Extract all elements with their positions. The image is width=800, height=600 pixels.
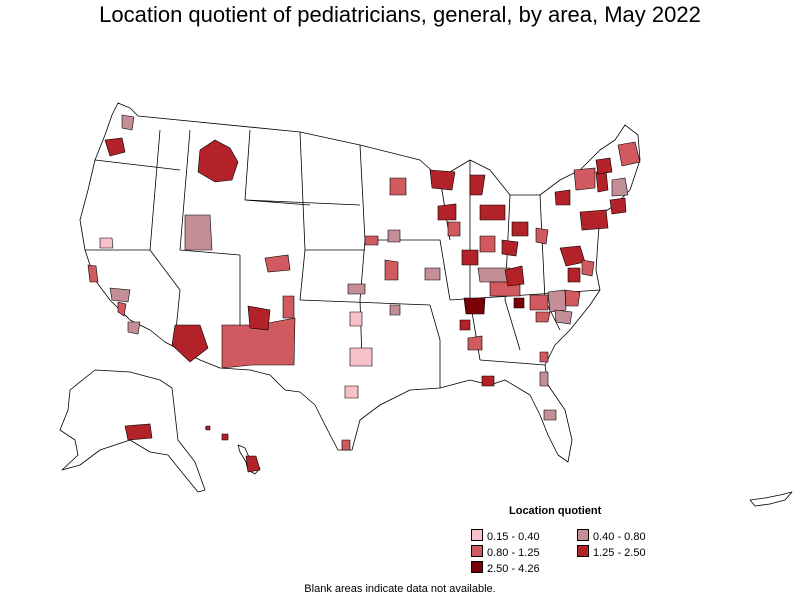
legend-item: 0.40 - 0.80 bbox=[577, 529, 646, 543]
footnote: Blank areas indicate data not available. bbox=[304, 583, 496, 595]
map-title: Location quotient of pediatricians, gene… bbox=[99, 2, 701, 27]
alaska-outline bbox=[59, 369, 206, 493]
legend-label: 1.25 - 2.50 bbox=[593, 547, 646, 559]
legend-item: 2.50 - 4.26 bbox=[471, 561, 540, 575]
legend-label: 2.50 - 4.26 bbox=[487, 563, 540, 575]
legend-item: 0.80 - 1.25 bbox=[471, 545, 540, 559]
legend-title: Location quotient bbox=[509, 505, 602, 517]
legend-swatch bbox=[471, 545, 483, 557]
legend-label: 0.80 - 1.25 bbox=[487, 547, 540, 559]
conus-outline bbox=[79, 102, 641, 463]
legend-swatch bbox=[577, 529, 589, 541]
legend-label: 0.40 - 0.80 bbox=[593, 531, 646, 543]
legend-swatch bbox=[577, 545, 589, 557]
legend-item: 0.15 - 0.40 bbox=[471, 529, 540, 543]
legend-swatch bbox=[471, 561, 483, 573]
legend-item: 1.25 - 2.50 bbox=[577, 545, 646, 559]
legend-label: 0.15 - 0.40 bbox=[487, 531, 540, 543]
legend-swatch bbox=[471, 529, 483, 541]
